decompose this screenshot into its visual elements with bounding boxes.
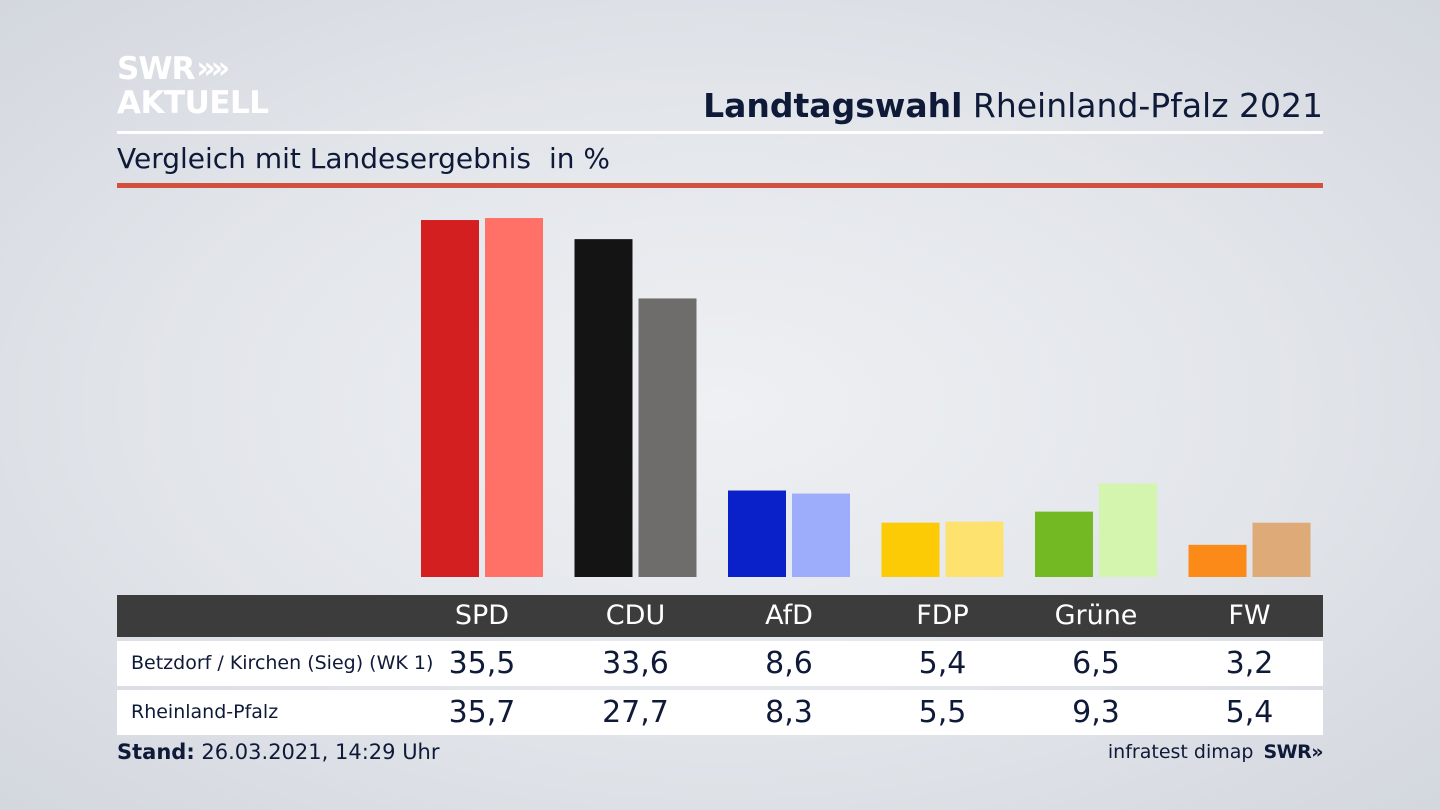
credit-text: infratest dimap — [1107, 741, 1254, 763]
header-grne: Grüne — [1054, 600, 1138, 631]
table-row-land: Rheinland-Pfalz 35,7 27,7 8,3 5,5 9,3 5,4 — [117, 690, 1323, 735]
table-header-row: SPD CDU AfD FDP Grüne FW — [117, 595, 1323, 637]
subtitle-unit: in % — [548, 142, 611, 175]
value-fdp-land: 5,5 — [918, 695, 967, 730]
bar-grne-land — [1099, 483, 1157, 577]
value-afd-wahlkreis: 8,6 — [765, 646, 813, 681]
chart-subtitle: Vergleich mit Landesergebnis in % — [117, 142, 610, 175]
bar-grne-wahlkreis — [1035, 511, 1093, 577]
bar-spd-land — [485, 218, 543, 577]
bar-cdu-land — [638, 298, 697, 577]
header-spd: SPD — [454, 600, 510, 631]
bar-spd-wahlkreis — [421, 220, 479, 577]
table-row-wahlkreis: Betzdorf / Kirchen (Sieg) (WK 1) 35,5 33,… — [117, 641, 1323, 686]
title-rest: Rheinland-Pfalz 2021 — [972, 86, 1323, 125]
value-spd-land: 35,7 — [448, 695, 516, 730]
value-fw-land: 5,4 — [1225, 695, 1274, 730]
row-label-land: Rheinland-Pfalz — [131, 701, 279, 723]
logo-swr-text: SWR — [117, 50, 195, 87]
value-fdp-wahlkreis: 5,4 — [918, 646, 967, 681]
title-divider — [117, 131, 1323, 134]
footer-credit: infratest dimap SWR» — [1107, 741, 1324, 763]
bar-fdp-land — [945, 521, 1004, 577]
page-title: Landtagswahl Rheinland-Pfalz 2021 — [703, 86, 1323, 125]
header-afd: AfD — [765, 600, 813, 631]
bar-afd-land — [792, 493, 850, 577]
logo-aktuell-text: AKTUELL — [117, 85, 269, 121]
footer-stand: Stand: 26.03.2021, 14:29 Uhr — [117, 740, 440, 764]
bar-cdu-wahlkreis — [574, 239, 633, 577]
value-cdu-land: 27,7 — [602, 695, 669, 730]
stand-label: Stand: — [117, 740, 195, 764]
title-bold: Landtagswahl — [703, 86, 963, 125]
swr-logo-small: SWR» — [1263, 741, 1323, 763]
stand-value: 26.03.2021, 14:29 Uhr — [201, 740, 440, 764]
results-table: SPD CDU AfD FDP Grüne FW Betzdorf / Kirchen (… — [117, 595, 1323, 735]
header-cdu: CDU — [605, 600, 666, 631]
value-grne-wahlkreis: 6,5 — [1072, 646, 1120, 681]
swr-aktuell-logo: SWR»» AKTUELL — [117, 53, 269, 119]
subtitle-divider — [117, 183, 1323, 188]
subtitle-text: Vergleich mit Landesergebnis — [117, 142, 531, 175]
value-afd-land: 8,3 — [765, 695, 813, 730]
header-fdp: FDP — [916, 600, 969, 631]
value-cdu-wahlkreis: 33,6 — [602, 646, 669, 681]
row-label-wahlkreis: Betzdorf / Kirchen (Sieg) (WK 1) — [131, 652, 434, 674]
bar-fw-wahlkreis — [1188, 544, 1247, 577]
header-fw: FW — [1228, 600, 1271, 631]
value-grne-land: 9,3 — [1072, 695, 1120, 730]
value-fw-wahlkreis: 3,2 — [1225, 646, 1274, 681]
bar-afd-wahlkreis — [728, 490, 786, 577]
bar-fdp-wahlkreis — [881, 522, 940, 577]
value-spd-wahlkreis: 35,5 — [448, 646, 516, 681]
bar-fw-land — [1252, 522, 1311, 577]
